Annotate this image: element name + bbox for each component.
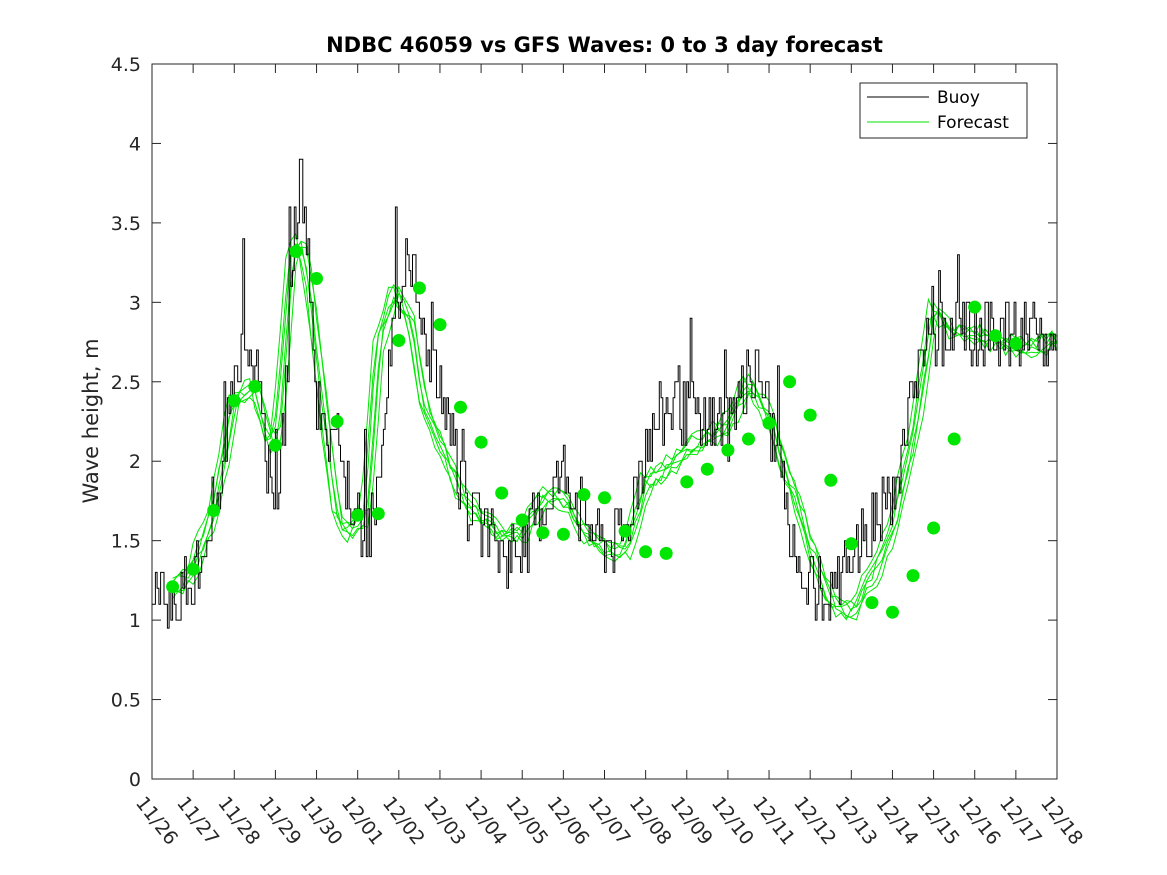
legend-box [859,82,1028,139]
forecast-point [371,507,385,521]
forecast-point [289,245,303,258]
forecast-point [1009,337,1023,351]
legend-buoy-label: Buoy [937,88,980,108]
forecast-point [927,521,941,535]
forecast-point [536,526,550,540]
forecast-point [515,513,529,527]
forecast-point [659,546,673,560]
forecast-point [495,486,509,500]
forecast-point [454,400,467,414]
buoy-line [152,158,1058,629]
forecast-point [268,438,282,452]
forecast-point [865,596,879,610]
forecast-point [186,562,200,576]
forecast-point [803,408,817,422]
forecast-point [886,605,899,619]
forecast-point [474,435,488,449]
forecast-point [721,443,735,457]
forecast-point [412,281,426,295]
y-tick-label: 2 [129,451,141,473]
y-tick-label: 1 [129,610,141,632]
forecast-point [783,375,797,389]
forecast-point [700,462,714,476]
forecast-point [556,527,570,541]
legend: Buoy Forecast [859,82,1028,139]
forecast-point [742,432,755,446]
forecast-point [351,508,365,522]
forecast-point [166,580,180,594]
y-tick-label: 0.5 [111,690,141,712]
y-tick-label: 4.5 [111,54,141,76]
forecast-point [639,545,653,559]
forecast-point [947,432,961,446]
forecast-point [618,524,632,538]
y-axis: 0 0.5 1 1.5 2 2.5 3 3.5 4 4.5 [111,54,1057,791]
forecast-point [762,416,776,430]
forecast-point [968,300,982,314]
y-axis-label: Wave height, m [79,338,103,503]
forecast-point [988,329,1002,343]
y-tick-label: 1.5 [111,531,141,553]
forecast-point [392,334,406,347]
buoy-series [152,158,1058,629]
y-tick-label: 4 [129,133,141,155]
forecast-point [598,491,611,505]
forecast-point [207,504,221,517]
forecast-markers [166,245,1023,619]
forecast-point [330,415,344,428]
forecast-point [310,272,323,285]
y-tick-label: 0 [129,769,141,791]
y-tick-label: 2.5 [111,372,141,394]
y-tick-label: 3 [129,292,141,314]
forecast-point [680,475,694,489]
forecast-point [227,394,241,408]
legend-forecast-label: Forecast [937,113,1009,133]
y-tick-label: 3.5 [111,213,141,235]
forecast-point [577,488,591,502]
forecast-point [906,569,920,583]
forecast-point [433,318,447,332]
plot-area [151,63,1058,780]
forecast-point [844,537,858,551]
forecast-point [824,473,838,487]
chart-title: NDBC 46059 vs GFS Waves: 0 to 3 day fore… [326,33,883,57]
forecast-point [248,380,262,393]
